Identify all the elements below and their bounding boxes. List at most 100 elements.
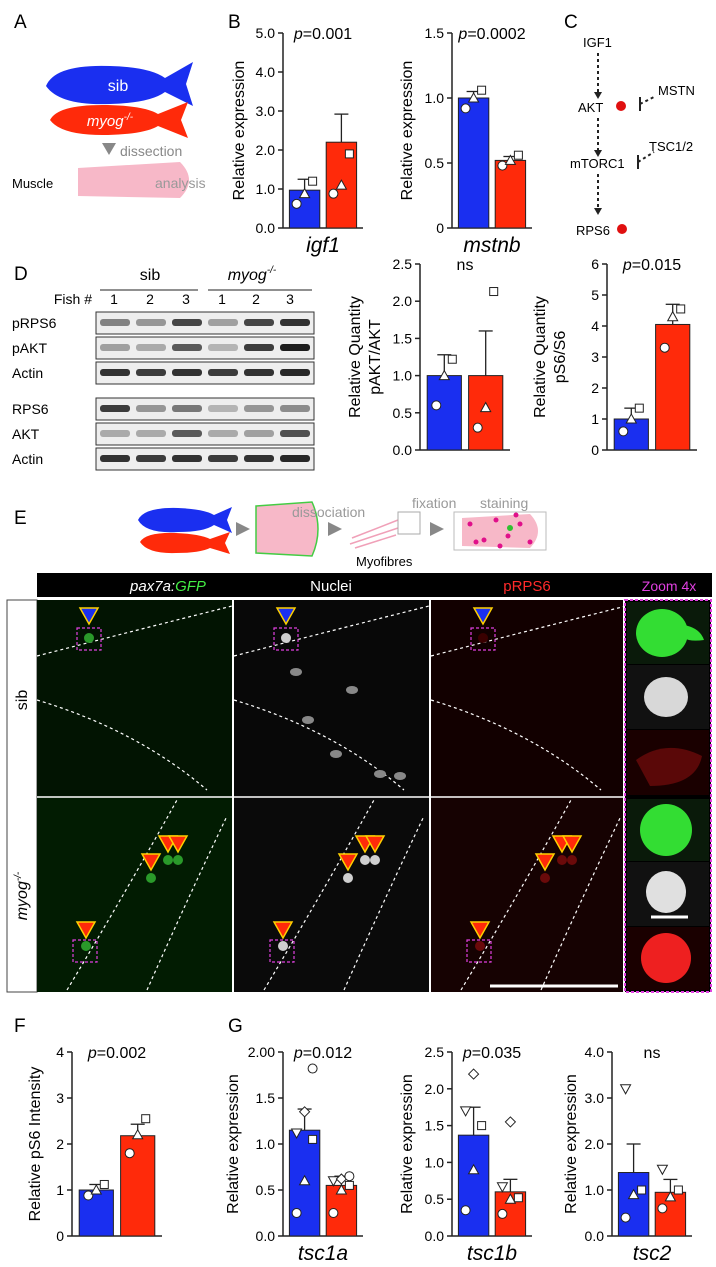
panel-letter-a: A <box>14 12 27 33</box>
blot-band <box>100 455 130 462</box>
y-tick-label: 1.0 <box>585 1182 605 1198</box>
y-tick-label: 1.0 <box>256 181 276 197</box>
data-point <box>308 1134 318 1144</box>
blot-band <box>136 344 166 351</box>
p-value-number: =0.002 <box>97 1045 146 1062</box>
y-axis-label: Relative expression <box>231 61 248 201</box>
data-point <box>513 150 523 160</box>
panel-letter-f: F <box>14 1016 26 1037</box>
panel-c-pathway: IGF1 AKT MSTN mTORC1 TSC1/2 RPS6 <box>570 35 695 238</box>
blot-band <box>172 455 202 462</box>
row-label-sib: sib <box>14 690 31 711</box>
header-pax7a-gfp: pax7a:GFP <box>129 578 206 595</box>
data-point <box>291 1208 302 1218</box>
blot-band <box>280 344 310 351</box>
blot-row-label: pAKT <box>12 340 47 356</box>
fibre-border <box>430 605 627 657</box>
y-tick-label: 2.5 <box>425 1044 445 1060</box>
chart-g3: 0.0 1.0 2.0 3.0 4.0 ns Relative expression tsc2 <box>563 1044 692 1265</box>
p-value-label: ns <box>644 1045 661 1062</box>
blot-strip <box>95 311 315 335</box>
p-value-italic: p <box>622 257 632 274</box>
phospho-dot-icon <box>617 224 627 234</box>
data-point <box>656 1164 669 1176</box>
arrow-right-icon <box>430 522 444 536</box>
stain-dot <box>481 537 487 543</box>
blot-band <box>280 405 310 412</box>
blot-band <box>280 430 310 437</box>
blot-band <box>280 369 310 376</box>
staining-label: staining <box>480 495 528 511</box>
stain-dot <box>513 512 519 518</box>
data-point <box>504 1116 517 1128</box>
blot-band <box>136 319 166 326</box>
nucleus <box>278 941 288 951</box>
header-prps6: pRPS6 <box>503 578 551 595</box>
blot-row-label: Actin <box>12 365 43 381</box>
p-value-label: p=0.015 <box>622 257 681 274</box>
y-tick-label: 1.0 <box>256 1136 276 1152</box>
triangle-marker-icon <box>364 835 386 854</box>
y-tick-label: 0.5 <box>425 155 445 171</box>
data-point <box>328 188 339 199</box>
x-axis-label: mstnb <box>463 234 521 257</box>
fibre-border <box>540 815 622 991</box>
fish-number: 3 <box>286 291 294 307</box>
pathway-igf1: IGF1 <box>583 35 612 50</box>
stained-fibre-icon <box>467 512 533 549</box>
p-value-italic: p <box>462 1045 472 1062</box>
nucleus <box>281 633 291 643</box>
blot-band <box>172 369 202 376</box>
y-tick-label: 4.0 <box>256 64 276 80</box>
data-point <box>328 1208 339 1218</box>
blot-band <box>244 405 274 412</box>
blot-strip <box>95 336 315 360</box>
blot-strip <box>95 397 315 421</box>
roi-box <box>76 627 102 651</box>
nucleus <box>540 873 550 883</box>
blot-band <box>244 455 274 462</box>
p-value-number: =0.035 <box>472 1045 521 1062</box>
nucleus <box>394 772 406 780</box>
y-tick-label: 2.0 <box>256 142 276 158</box>
pathway-tsc: TSC1/2 <box>649 139 693 154</box>
panel-letter-g: G <box>228 1016 243 1037</box>
triangle-marker-icon <box>272 921 294 940</box>
y-tick-label: 0.0 <box>585 1228 605 1244</box>
fish-number: 2 <box>146 291 154 307</box>
chart-d2: 0 1 2 3 4 5 6 p=0.015 Relative Quantity pS6/S6 <box>532 256 697 458</box>
blot-band <box>136 455 166 462</box>
y-tick-label: 1.5 <box>425 1118 445 1134</box>
y-tick-label: 1.5 <box>425 25 445 41</box>
y-tick-label: 1.0 <box>393 368 413 384</box>
y-tick-label: 0.0 <box>425 1228 445 1244</box>
blot-band <box>100 319 130 326</box>
arrow-down-icon <box>102 143 116 155</box>
y-tick-label: 2 <box>591 380 599 396</box>
blot-group-myog: myog-/- <box>228 265 277 284</box>
blot-band <box>208 319 238 326</box>
stain-dot <box>473 539 479 545</box>
fish-number: 1 <box>110 291 118 307</box>
pathway-rps6: RPS6 <box>576 223 610 238</box>
blot-band <box>244 430 274 437</box>
stain-dot <box>467 521 473 527</box>
data-point <box>513 1193 523 1203</box>
nucleus <box>173 855 183 865</box>
y-tick-label: 4 <box>591 318 599 334</box>
nucleus <box>478 633 488 643</box>
panel-d-western-blot: sib myog-/- Fish # 1 2 3 1 2 3 pRPS6 pAKT Actin… <box>12 265 315 471</box>
y-tick-label: 1 <box>56 1182 64 1198</box>
y-tick-label: 0 <box>56 1228 64 1244</box>
myog-fish-icon <box>140 532 230 554</box>
chart-g1: 0.0 0.5 1.0 1.5 2.00 p=0.012 Relative expressi… <box>225 1044 363 1265</box>
y-axis-label: Relative pS6 Intensity <box>27 1067 44 1222</box>
data-point <box>467 91 480 103</box>
blot-band <box>208 430 238 437</box>
roi-box <box>470 627 496 651</box>
nucleus <box>346 686 358 694</box>
blot-band <box>244 369 274 376</box>
blot-band <box>244 319 274 326</box>
blot-band <box>280 455 310 462</box>
